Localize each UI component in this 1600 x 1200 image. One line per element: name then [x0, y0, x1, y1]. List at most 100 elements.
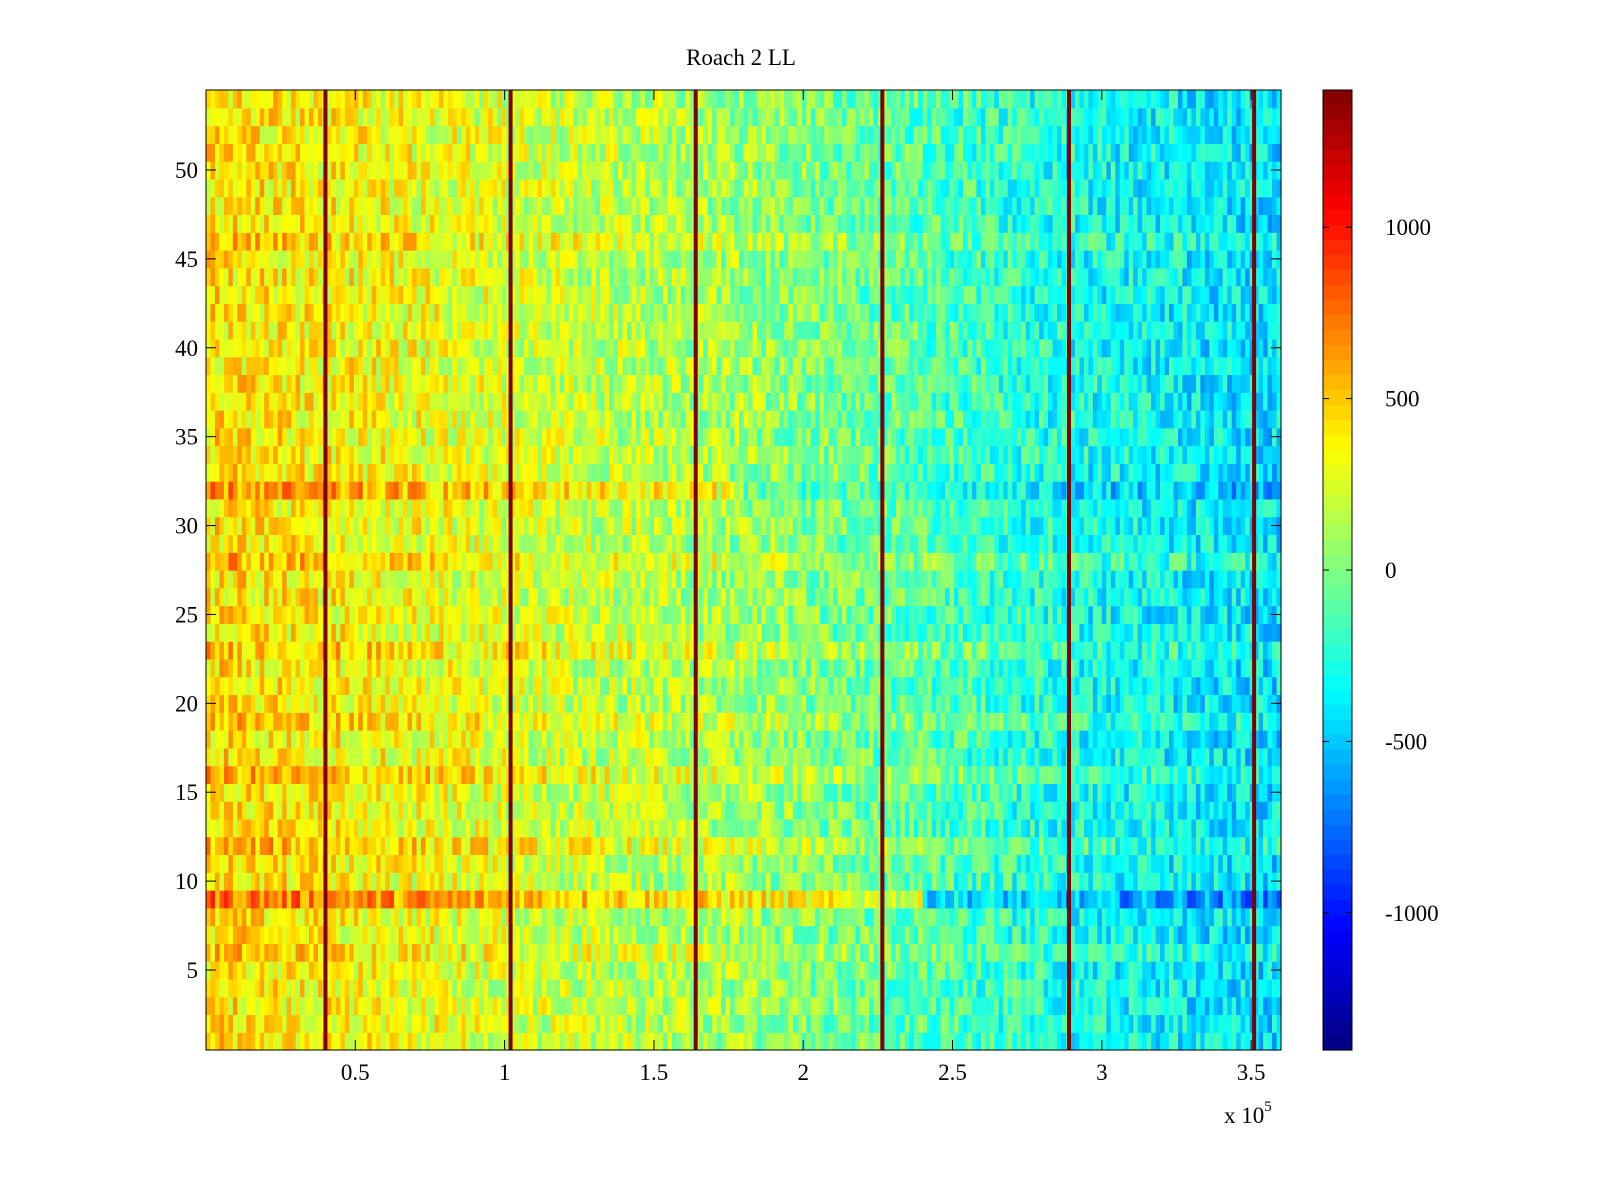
heatmap-cell: [931, 907, 937, 927]
heatmap-cell: [739, 978, 745, 998]
heatmap-cell: [474, 801, 480, 820]
heatmap-cell: [1204, 890, 1210, 909]
heatmap-cell: [815, 765, 821, 784]
heatmap-cell: [644, 1014, 651, 1033]
heatmap-cell: [1106, 783, 1112, 802]
heatmap-cell: [716, 765, 722, 784]
heatmap-cell: [586, 712, 592, 731]
heatmap-cell: [1128, 712, 1134, 731]
heatmap-cell: [367, 996, 373, 1016]
heatmap-cell: [335, 925, 341, 944]
heatmap-cell: [801, 872, 807, 891]
heatmap-cell: [1137, 765, 1143, 784]
heatmap-cell: [582, 925, 588, 944]
heatmap-cell: [1115, 854, 1121, 873]
heatmap-cell: [1012, 818, 1018, 838]
heatmap-cell: [1088, 801, 1094, 820]
heatmap-cell: [747, 1032, 754, 1051]
heatmap-cell: [1195, 836, 1201, 856]
heatmap-cell: [1119, 694, 1125, 713]
heatmap-cell: [550, 907, 556, 927]
heatmap-cell: [268, 890, 274, 909]
heatmap-cell: [873, 765, 879, 784]
heatmap-cell: [949, 854, 955, 873]
heatmap-cell: [842, 925, 848, 944]
heatmap-cell: [1021, 801, 1027, 820]
heatmap-cell: [954, 925, 960, 944]
heatmap-cell: [555, 907, 561, 927]
heatmap-cell: [1155, 747, 1161, 767]
heatmap-cell: [1146, 925, 1152, 944]
heatmap-cell: [971, 765, 978, 784]
heatmap-cell: [1124, 801, 1130, 820]
heatmap-cell: [1048, 1014, 1054, 1033]
heatmap-cell: [546, 890, 552, 909]
heatmap-cell: [1070, 854, 1076, 873]
heatmap-cell: [277, 818, 283, 838]
heatmap-cell: [1012, 694, 1018, 713]
heatmap-cell: [1160, 783, 1166, 802]
heatmap-cell: [828, 854, 834, 873]
heatmap-cell: [622, 712, 628, 731]
heatmap-cell: [1097, 730, 1103, 749]
heatmap-cell: [425, 694, 431, 713]
heatmap-cell: [1227, 925, 1233, 944]
heatmap-cell: [398, 783, 404, 802]
heatmap-cell: [1191, 925, 1197, 944]
heatmap-cell: [922, 925, 928, 944]
heatmap-cell: [573, 890, 579, 909]
heatmap-cell: [792, 1014, 798, 1033]
heatmap-cell: [1070, 801, 1076, 820]
heatmap-cell: [586, 836, 592, 856]
heatmap-cell: [962, 1014, 969, 1033]
heatmap-cell: [250, 907, 256, 927]
heatmap-cell: [1191, 694, 1197, 713]
heatmap-cell: [685, 925, 691, 944]
heatmap-cell: [340, 961, 346, 980]
heatmap-cell: [277, 676, 283, 696]
heatmap-cell: [546, 747, 552, 767]
heatmap-cell: [976, 996, 982, 1016]
heatmap-cell: [362, 818, 368, 838]
heatmap-cell: [546, 712, 552, 731]
heatmap-cell: [223, 1014, 229, 1033]
heatmap-cell: [1057, 801, 1063, 820]
heatmap-cell: [980, 978, 986, 998]
heatmap-cell: [618, 765, 624, 784]
heatmap-cell: [515, 1014, 521, 1033]
heatmap-cell: [407, 1014, 413, 1033]
heatmap-cell: [842, 961, 848, 980]
heatmap-cell: [1003, 818, 1009, 838]
heatmap-cell: [618, 1032, 624, 1051]
heatmap-cell: [268, 872, 274, 891]
heatmap-cell: [801, 978, 807, 998]
heatmap-cell: [313, 925, 319, 944]
heatmap-cell: [806, 818, 812, 838]
heatmap-cell: [250, 730, 256, 749]
heatmap-cell: [371, 694, 377, 713]
heatmap-cell: [421, 765, 427, 784]
heatmap-cell: [577, 872, 583, 891]
heatmap-cell: [416, 694, 422, 713]
heatmap-cell: [734, 801, 740, 820]
heatmap-cell: [689, 925, 695, 944]
heatmap-cell: [837, 676, 843, 696]
heatmap-cell: [1218, 872, 1224, 891]
heatmap-cell: [868, 925, 874, 944]
heatmap-cell: [1146, 694, 1152, 713]
heatmap-cell: [644, 890, 651, 909]
heatmap-cell: [636, 943, 642, 962]
heatmap-cell: [976, 1014, 982, 1033]
heatmap-cell: [770, 712, 776, 731]
heatmap-cell: [470, 996, 476, 1016]
heatmap-cell: [1016, 890, 1022, 909]
heatmap-cell: [1204, 907, 1210, 927]
heatmap-cell: [680, 836, 686, 856]
heatmap-cell: [362, 854, 368, 873]
heatmap-cell: [259, 907, 265, 927]
heatmap-cell: [1043, 765, 1049, 784]
heatmap-cell: [913, 694, 919, 713]
heatmap-cell: [1039, 730, 1045, 749]
heatmap-cell: [613, 872, 619, 891]
heatmap-cell: [497, 854, 503, 873]
